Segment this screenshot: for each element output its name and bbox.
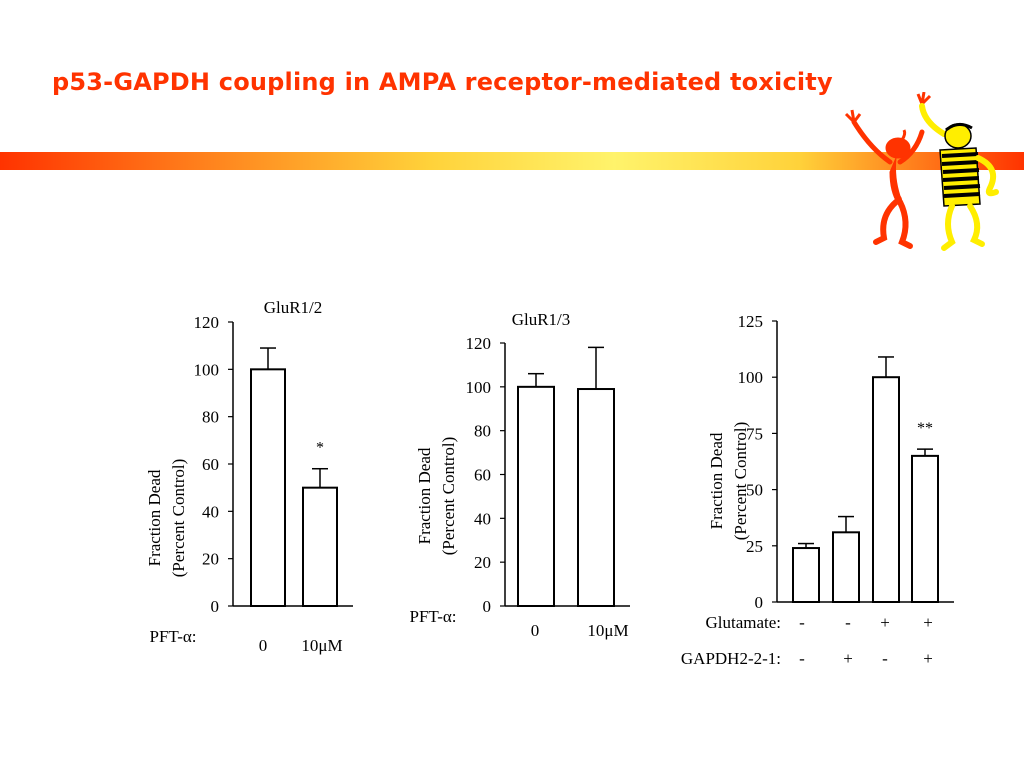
chart-3: 0 25 50 75 100 125 ** Fraction Dead (Percent Con…: [681, 312, 954, 668]
bar: [577, 388, 615, 607]
y-axis-label-line: (Percent Control): [439, 437, 458, 556]
y-axis-label-line: (Percent Control): [731, 422, 750, 541]
y-axis-label: Fraction Dead (Percent Control): [415, 437, 458, 556]
bar: [911, 454, 939, 603]
dancing-figures-icon: [844, 92, 999, 251]
y-tick-label: 20: [202, 550, 219, 569]
treatment-sign: +: [880, 613, 890, 632]
bar: [832, 531, 860, 604]
x-category-label: 10μM: [587, 621, 628, 640]
treatment-sign: -: [845, 613, 851, 632]
y-tick-label: 60: [474, 466, 491, 485]
x-category-label: 0: [531, 621, 540, 640]
x-category-label: 10μM: [301, 636, 342, 655]
y-axis-label-line: Fraction Dead: [415, 447, 434, 544]
bar: [872, 376, 900, 604]
y-tick-label: 0: [755, 593, 764, 612]
group-label: PFT-α:: [149, 627, 196, 646]
y-tick-label: 0: [483, 597, 492, 616]
y-tick-label: 120: [194, 313, 220, 332]
treatment-sign: +: [923, 613, 933, 632]
treatment-sign: -: [799, 649, 805, 668]
decorative-gradient-band: [0, 152, 1024, 170]
y-tick-label: 120: [466, 334, 492, 353]
y-tick-label: 80: [474, 422, 491, 441]
y-axis-label-line: Fraction Dead: [145, 469, 164, 566]
bar: [302, 486, 338, 607]
y-tick-label: 100: [466, 378, 492, 397]
bar: [792, 547, 820, 603]
y-tick-label: 25: [746, 537, 763, 556]
y-tick-label: 20: [474, 553, 491, 572]
treatment-row-label: GAPDH2-2-1:: [681, 649, 781, 668]
y-tick-label: 100: [738, 368, 764, 387]
y-tick-label: 80: [202, 408, 219, 427]
y-tick-label: 100: [194, 360, 220, 379]
y-tick-label: 0: [211, 597, 220, 616]
y-axis-label: Fraction Dead (Percent Control): [707, 422, 750, 541]
chart-2: 0 20 40 60 80 100 120 GluR1/3 Fraction Dead (Perc…: [409, 310, 630, 640]
red-dancer-icon: [844, 109, 925, 249]
slide-title: p53-GAPDH coupling in AMPA receptor-medi…: [52, 68, 833, 96]
y-tick-label: 50: [746, 481, 763, 500]
group-label: PFT-α:: [409, 607, 456, 626]
significance-marker: *: [316, 440, 324, 457]
y-axis-label: Fraction Dead (Percent Control): [145, 459, 188, 578]
y-tick-label: 125: [738, 312, 764, 331]
y-axis-label-line: Fraction Dead: [707, 432, 726, 529]
bar: [517, 385, 555, 608]
y-tick-label: 40: [202, 502, 219, 521]
treatment-sign: +: [923, 649, 933, 668]
significance-marker: **: [917, 420, 933, 437]
chart-title: GluR1/3: [512, 310, 571, 329]
chart-1: 0 20 40 60 80 100 120 * GluR1/2 Fraction Dead (Per…: [145, 298, 353, 655]
treatment-sign: -: [799, 613, 805, 632]
yellow-dancer-icon: [916, 92, 999, 251]
bar: [250, 368, 286, 608]
y-tick-label: 40: [474, 509, 491, 528]
y-tick-label: 60: [202, 455, 219, 474]
treatment-sign: +: [843, 649, 853, 668]
y-tick-label: 75: [746, 424, 763, 443]
x-category-label: 0: [259, 636, 268, 655]
treatment-sign: -: [882, 649, 888, 668]
y-axis-label-line: (Percent Control): [169, 459, 188, 578]
treatment-row-label: Glutamate:: [705, 613, 781, 632]
chart-title: GluR1/2: [264, 298, 323, 317]
